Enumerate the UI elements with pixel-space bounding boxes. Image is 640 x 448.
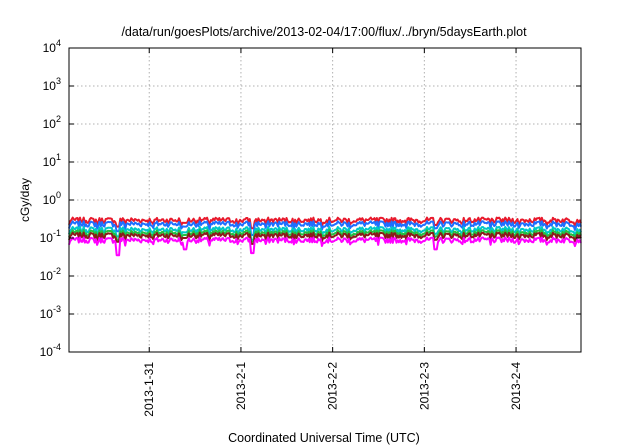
y-tick-label: 10-3	[40, 304, 61, 321]
chart-title: /data/run/goesPlots/archive/2013-02-04/1…	[121, 25, 527, 39]
x-tick-label: 2013-2-4	[509, 362, 523, 410]
series-group	[68, 216, 582, 257]
x-tick-label: 2013-2-2	[326, 362, 340, 410]
y-tick-label: 10-2	[40, 266, 61, 283]
y-tick-label: 103	[43, 76, 61, 93]
y-axis: 104 103 102 101 100 10-1 10-2 10-3 10-4	[40, 38, 581, 359]
y-tick-label: 101	[43, 152, 61, 169]
x-tick-label: 2013-1-31	[142, 362, 156, 417]
y-tick-label: 10-1	[40, 228, 61, 245]
x-tick-label: 2013-2-1	[234, 362, 248, 410]
series-line	[68, 216, 582, 230]
series-line	[68, 231, 582, 245]
y-tick-label: 100	[43, 190, 61, 207]
y-tick-label: 102	[43, 114, 61, 131]
y-tick-label: 10-4	[40, 342, 61, 359]
series-line	[68, 220, 582, 236]
y-axis-label: cGy/day	[18, 178, 32, 222]
grid	[69, 48, 581, 352]
x-axis: 2013-1-31 2013-2-1 2013-2-2 2013-2-3 2013-2-…	[142, 48, 523, 417]
x-axis-label: Coordinated Universal Time (UTC)	[228, 431, 420, 445]
y-tick-label: 104	[43, 38, 61, 55]
x-tick-label: 2013-2-3	[417, 362, 431, 410]
series-line	[68, 236, 582, 257]
